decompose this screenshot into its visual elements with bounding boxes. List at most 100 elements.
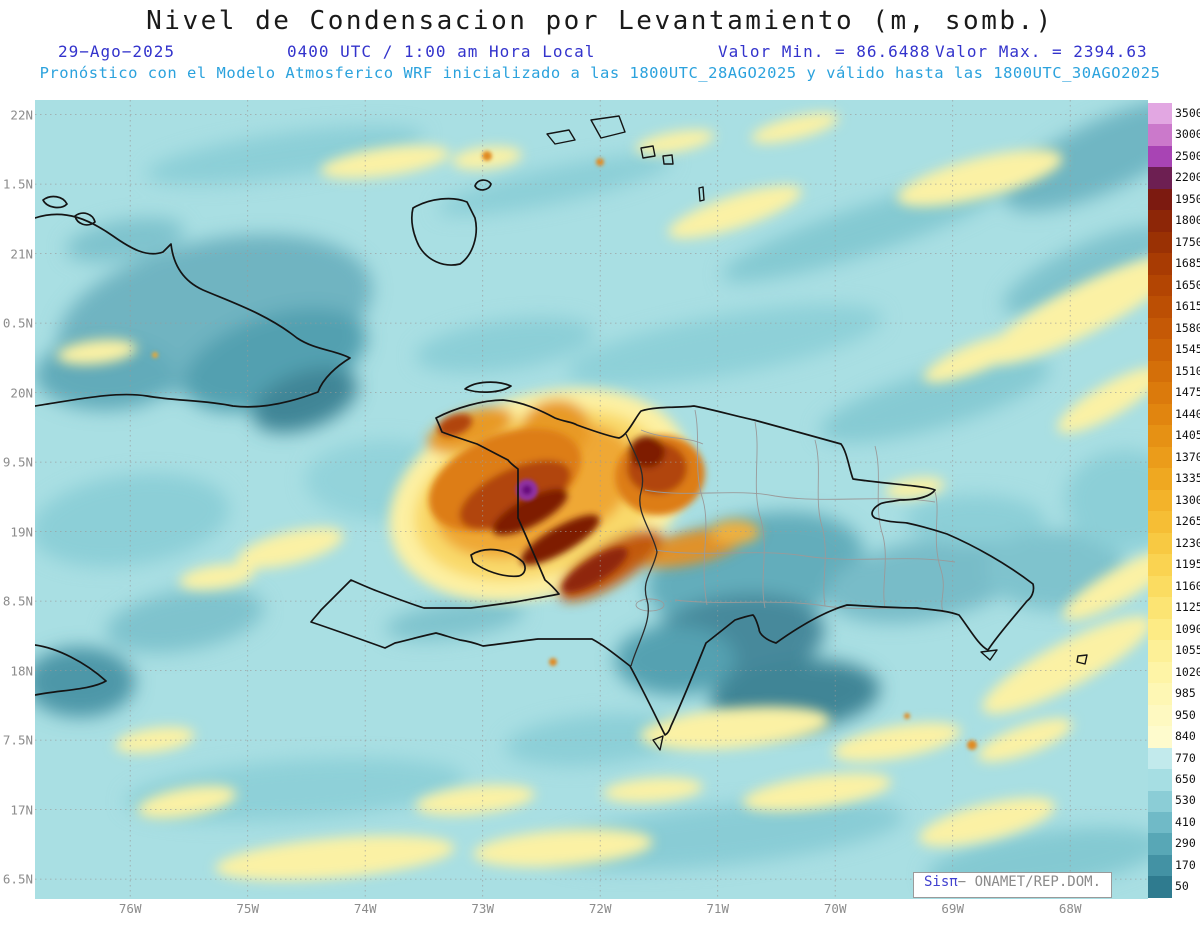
colorbar-row: 1230 bbox=[1148, 532, 1200, 555]
colorbar-row: 1615 bbox=[1148, 296, 1200, 318]
coastlines bbox=[35, 115, 1088, 751]
colorbar-value-label: 1335 bbox=[1175, 471, 1200, 486]
province-borders bbox=[635, 409, 956, 613]
colorbar-row: 3000 bbox=[1148, 124, 1200, 146]
colorbar-value-label: 410 bbox=[1175, 814, 1196, 829]
watermark-org: − ONAMET/REP.DOM. bbox=[957, 874, 1102, 890]
colorbar-value-label: 170 bbox=[1175, 857, 1196, 872]
colorbar-row: 530 bbox=[1148, 790, 1200, 812]
colorbar-swatch bbox=[1148, 253, 1172, 275]
colorbar-swatch bbox=[1148, 124, 1172, 146]
page-title: Nivel de Condensacion por Levantamiento … bbox=[146, 6, 1054, 36]
colorbar-swatch bbox=[1148, 489, 1172, 512]
colorbar-row: 1580 bbox=[1148, 317, 1200, 340]
colorbar-swatch bbox=[1148, 167, 1172, 189]
colorbar-row: 1405 bbox=[1148, 425, 1200, 447]
gridlines bbox=[35, 100, 1148, 899]
colorbar-value-label: 1750 bbox=[1175, 234, 1200, 249]
lat-tick-label: 19N bbox=[10, 524, 33, 540]
watermark-brand: Sisπ bbox=[924, 874, 958, 890]
colorbar-row: 985 bbox=[1148, 683, 1200, 705]
colorbar-swatch bbox=[1148, 188, 1172, 211]
colorbar-row: 290 bbox=[1148, 833, 1200, 855]
jamaica-coastline bbox=[35, 644, 107, 696]
colorbar-value-label: 985 bbox=[1175, 686, 1196, 701]
lon-tick-label: 74W bbox=[353, 901, 377, 916]
great-inagua-island bbox=[410, 197, 478, 266]
lat-tick-label: 1.5N bbox=[2, 176, 33, 192]
colorbar-row: 1950 bbox=[1148, 188, 1200, 211]
colorbar-row: 1055 bbox=[1148, 640, 1200, 662]
cuba-coastline bbox=[35, 213, 351, 408]
colorbar-swatch bbox=[1148, 274, 1172, 297]
colorbar-value-label: 1055 bbox=[1175, 643, 1200, 658]
header-date: 29−Ago−2025 bbox=[58, 42, 175, 61]
lon-tick-label: 73W bbox=[471, 901, 494, 916]
colorbar-swatch bbox=[1148, 103, 1172, 125]
colorbar-value-label: 530 bbox=[1175, 793, 1196, 808]
lat-tick-label: 0.5N bbox=[2, 315, 33, 331]
colorbar-value-label: 770 bbox=[1175, 750, 1196, 765]
colorbar-swatch bbox=[1148, 532, 1172, 555]
lon-tick-label: 71W bbox=[706, 901, 729, 916]
colorbar-value-label: 650 bbox=[1175, 772, 1196, 786]
colorbar-value-label: 1160 bbox=[1175, 578, 1200, 593]
colorbar-row: 770 bbox=[1148, 747, 1200, 770]
colorbar-swatch bbox=[1148, 833, 1172, 855]
header-max-value: Valor Max. = 2394.63 bbox=[935, 42, 1148, 61]
colorbar-value-label: 1195 bbox=[1175, 557, 1200, 572]
colorbar-row: 1750 bbox=[1148, 231, 1200, 254]
lat-tick-label: 7.5N bbox=[2, 732, 33, 748]
lat-tick-label: 9.5N bbox=[2, 454, 33, 470]
yellow-field-patches bbox=[57, 112, 1148, 881]
lat-tick-label: 18N bbox=[10, 663, 33, 679]
colorbar-swatch bbox=[1148, 360, 1172, 383]
little-inagua-island bbox=[474, 179, 492, 191]
colorbar-swatch bbox=[1148, 854, 1172, 877]
colorbar-row: 1160 bbox=[1148, 575, 1200, 598]
colorbar-swatch bbox=[1148, 790, 1172, 812]
header-time: 0400 UTC / 1:00 am Hora Local bbox=[287, 42, 596, 61]
colorbar-value-label: 950 bbox=[1175, 707, 1196, 722]
colorbar-row: 1125 bbox=[1148, 597, 1200, 619]
colorbar-row: 1265 bbox=[1148, 511, 1200, 533]
lon-tick-label: 68W bbox=[1058, 901, 1082, 916]
haiti-dr-border bbox=[625, 433, 658, 667]
colorbar-value-label: 1510 bbox=[1175, 363, 1200, 378]
colorbar-swatch bbox=[1148, 704, 1172, 727]
colorbar-value-label: 840 bbox=[1175, 729, 1196, 744]
colorbar-value-label: 1370 bbox=[1175, 449, 1200, 464]
colorbar-value-label: 1685 bbox=[1175, 256, 1200, 271]
colorbar-swatch bbox=[1148, 554, 1172, 576]
colorbar-row: 950 bbox=[1148, 704, 1200, 727]
colorbar-value-label: 1545 bbox=[1175, 342, 1200, 357]
colorbar-value-label: 3500 bbox=[1175, 105, 1200, 120]
colorbar-swatch bbox=[1148, 769, 1172, 791]
header-forecast-line: Pronóstico con el Modelo Atmosferico WRF… bbox=[39, 64, 1161, 82]
colorbar-swatch bbox=[1148, 145, 1172, 168]
saona-island bbox=[980, 649, 998, 661]
colorbar-row: 840 bbox=[1148, 726, 1200, 748]
colorbar-swatch bbox=[1148, 597, 1172, 619]
colorbar-value-label: 1090 bbox=[1175, 621, 1200, 636]
colorbar-row: 3500 bbox=[1148, 103, 1200, 125]
colorbar-legend: 3500 3000 2500 2200 1950 1800 1750 1685 1650 1615… bbox=[1148, 103, 1200, 898]
colorbar-row: 1090 bbox=[1148, 618, 1200, 641]
colorbar-value-label: 1475 bbox=[1175, 385, 1200, 400]
colorbar-swatch bbox=[1148, 661, 1172, 684]
tortuga-island bbox=[464, 381, 512, 393]
colorbar-value-label: 1265 bbox=[1175, 514, 1200, 529]
lcl-high-region bbox=[389, 388, 760, 602]
colorbar-value-label: 1405 bbox=[1175, 428, 1200, 443]
colorbar-swatch bbox=[1148, 811, 1172, 834]
colorbar-swatch bbox=[1148, 511, 1172, 533]
colorbar-swatch bbox=[1148, 876, 1172, 898]
colorbar-row: 410 bbox=[1148, 811, 1200, 834]
hispaniola-coastline bbox=[310, 399, 1035, 736]
colorbar-swatch bbox=[1148, 339, 1172, 361]
lat-tick-label: 21N bbox=[10, 246, 33, 262]
colorbar-row: 1650 bbox=[1148, 274, 1200, 297]
colorbar-row: 1020 bbox=[1148, 661, 1200, 684]
colorbar-row: 1800 bbox=[1148, 210, 1200, 232]
weather-map bbox=[35, 100, 1148, 899]
